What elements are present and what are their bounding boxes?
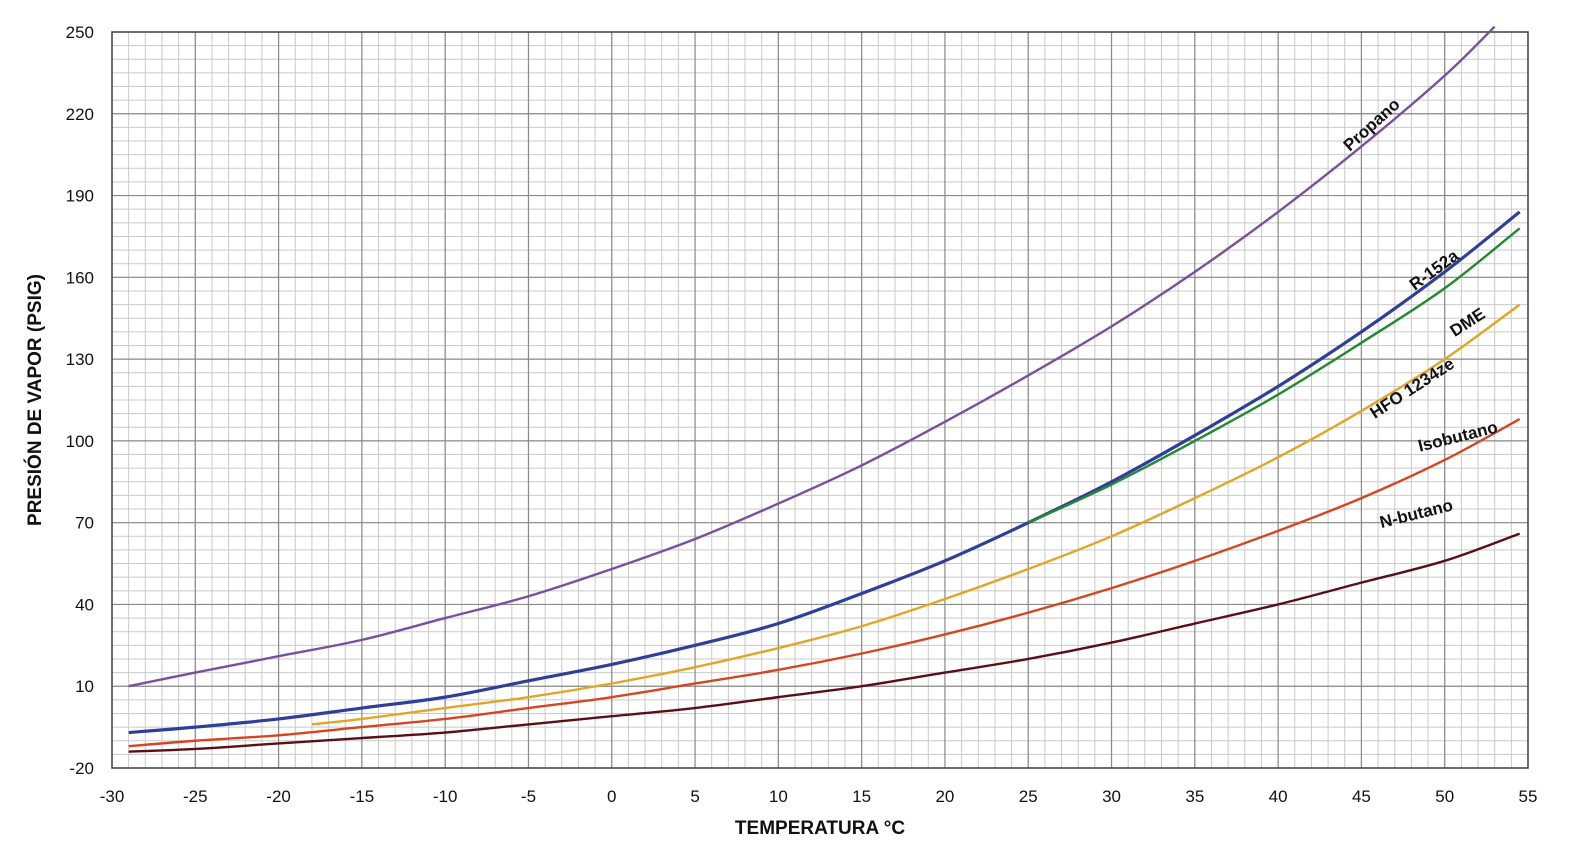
series-label-hfo-1234ze: HFO 1234ze bbox=[1367, 354, 1458, 422]
x-tick-label: 0 bbox=[607, 787, 616, 806]
x-axis-title: TEMPERATURA °C bbox=[735, 818, 905, 839]
x-tick-label: 5 bbox=[690, 787, 699, 806]
series-line-isobutano bbox=[128, 418, 1521, 748]
x-tick-label: -25 bbox=[183, 787, 208, 806]
y-tick-label: 160 bbox=[66, 268, 94, 287]
x-tick-label: 20 bbox=[935, 787, 954, 806]
x-tick-label: -30 bbox=[100, 787, 125, 806]
x-tick-label: 25 bbox=[1019, 787, 1038, 806]
y-tick-label: 220 bbox=[66, 105, 94, 124]
y-tick-label: 70 bbox=[75, 514, 94, 533]
x-tick-label: -10 bbox=[433, 787, 458, 806]
series-line-dme bbox=[1027, 227, 1521, 524]
series-label-isobutano: Isobutano bbox=[1416, 418, 1499, 456]
series-line-propano bbox=[128, 25, 1496, 688]
x-tick-label: -5 bbox=[521, 787, 536, 806]
x-axis-tick-labels: -30 -25 -20 -15 -10 -5 0 5 10 15 20 25 30 35 40 45 50 55 bbox=[100, 787, 1538, 806]
x-tick-label: 40 bbox=[1269, 787, 1288, 806]
series-label-propano: Propano bbox=[1340, 95, 1404, 155]
x-tick-label: 10 bbox=[769, 787, 788, 806]
series-line-r-152a bbox=[128, 210, 1521, 735]
x-tick-label: 15 bbox=[852, 787, 871, 806]
y-tick-label: 40 bbox=[75, 595, 94, 614]
y-tick-label: 100 bbox=[66, 432, 94, 451]
y-axis-tick-labels: -20 10 40 70 100 130 160 190 220 250 bbox=[66, 23, 94, 778]
y-tick-label: 250 bbox=[66, 23, 94, 42]
x-tick-label: -20 bbox=[266, 787, 291, 806]
minor-grid bbox=[111, 31, 1529, 769]
x-tick-label: 45 bbox=[1352, 787, 1371, 806]
series-line-hfo-1234ze bbox=[311, 303, 1521, 726]
y-axis-title: PRESIÓN DE VAPOR (PSIG) bbox=[24, 274, 46, 526]
x-tick-label: -15 bbox=[350, 787, 375, 806]
y-tick-label: 130 bbox=[66, 350, 94, 369]
y-tick-label: 190 bbox=[66, 187, 94, 206]
series-label-n-butano: N-butano bbox=[1378, 496, 1455, 532]
plot-frame bbox=[111, 31, 1529, 769]
series-label-r152a: R-152a bbox=[1406, 246, 1463, 294]
y-tick-label: 10 bbox=[75, 677, 94, 696]
x-tick-label: 55 bbox=[1519, 787, 1538, 806]
y-tick-label: -20 bbox=[69, 759, 94, 778]
x-tick-label: 30 bbox=[1102, 787, 1121, 806]
series-label-dme: DME bbox=[1447, 304, 1489, 341]
series-line-n-butano bbox=[128, 532, 1521, 753]
x-tick-label: 35 bbox=[1185, 787, 1204, 806]
series-lines bbox=[128, 25, 1521, 753]
x-tick-label: 50 bbox=[1435, 787, 1454, 806]
